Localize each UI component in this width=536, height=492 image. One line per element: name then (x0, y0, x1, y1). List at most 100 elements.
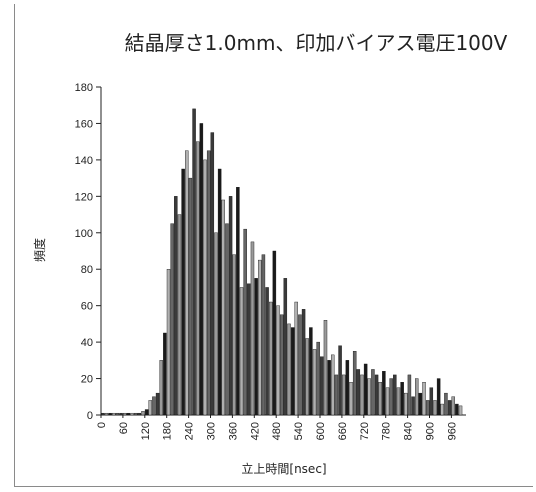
histogram-bar (338, 345, 342, 416)
x-tick-label: 780 (381, 422, 393, 440)
histogram-bar (185, 150, 189, 416)
histogram-bar (393, 374, 397, 416)
histogram-bar (305, 338, 309, 416)
histogram-bar (294, 301, 298, 416)
chart-frame (14, 4, 533, 487)
histogram-bar (195, 141, 200, 416)
histogram-bar (429, 387, 434, 416)
histogram-bar (115, 412, 120, 416)
x-tick-label: 600 (315, 422, 327, 440)
histogram-bar (400, 382, 404, 416)
histogram-bar (382, 371, 386, 416)
y-tick-label: 160 (75, 118, 93, 130)
histogram-bar (203, 159, 207, 416)
histogram-bar (422, 382, 426, 416)
x-tick-label: 240 (184, 422, 196, 440)
histogram-bar (451, 396, 455, 416)
histogram-bar (225, 223, 229, 416)
histogram-bar (385, 387, 390, 416)
histogram-bar (371, 369, 375, 416)
histogram-bar (239, 287, 244, 416)
histogram-bar (250, 241, 255, 416)
histogram-bar (283, 278, 288, 416)
y-tick-label: 100 (75, 228, 93, 240)
histogram-bar (141, 411, 145, 416)
histogram-bar (345, 360, 350, 416)
histogram-bar (159, 360, 163, 416)
histogram-bar (312, 349, 317, 416)
histogram-bar (236, 187, 240, 416)
histogram-bar (320, 356, 324, 416)
x-tick-label: 0 (96, 422, 108, 428)
y-tick-label: 40 (81, 337, 93, 349)
histogram-bar (232, 254, 236, 416)
histogram-bar (316, 341, 320, 416)
histogram-bar (272, 250, 277, 416)
histogram-bar (166, 269, 171, 416)
x-axis-ticks: 0 60 120 180 240 300 360 420 480 540 600 660 720 780 8… (96, 415, 458, 440)
y-tick-label: 20 (81, 374, 93, 386)
histogram-bar (119, 412, 123, 416)
histogram-bar (108, 412, 112, 416)
histogram-bar (436, 378, 441, 416)
histogram-bar (309, 327, 313, 416)
histogram-bar (210, 132, 215, 416)
y-tick-label: 140 (75, 155, 93, 167)
histogram-bars (101, 108, 463, 416)
histogram-bar (258, 259, 262, 416)
histogram-bar (163, 332, 167, 416)
y-axis-label: 頻度 (32, 238, 47, 262)
histogram-bar (181, 168, 185, 416)
histogram-bar (133, 412, 138, 416)
y-tick-label: 180 (75, 82, 93, 94)
histogram-bar (221, 199, 225, 416)
histogram-bar (349, 382, 353, 416)
histogram-bar (177, 214, 182, 416)
histogram-bar (356, 369, 361, 416)
x-tick-label: 480 (271, 422, 283, 440)
histogram-bar (148, 400, 152, 416)
histogram-bar (425, 400, 430, 416)
x-tick-label: 720 (359, 422, 371, 440)
histogram-bar (327, 360, 331, 416)
histogram-bar (367, 378, 371, 416)
histogram-bar (458, 405, 463, 416)
histogram-bar (331, 354, 335, 416)
histogram-bar (174, 196, 178, 416)
histogram-bar (279, 314, 284, 416)
histogram-bar (411, 396, 415, 416)
histogram-bar (192, 108, 196, 416)
histogram-bar (396, 387, 401, 416)
x-tick-label: 540 (293, 422, 305, 440)
chart-title: 結晶厚さ1.0mm、印加バイアス電圧100V (125, 31, 508, 55)
histogram-bar (188, 177, 193, 416)
y-tick-label: 80 (81, 264, 93, 276)
histogram-bar (217, 168, 222, 416)
histogram-bar (254, 278, 258, 416)
histogram-bar (374, 374, 379, 416)
histogram-bar (378, 382, 382, 416)
histogram-bar (155, 392, 160, 416)
histogram-bar (415, 378, 419, 416)
histogram-bar (360, 374, 364, 416)
histogram-bar (101, 412, 105, 416)
histogram-bar (206, 150, 211, 416)
histogram-bar (323, 320, 328, 416)
x-axis-label: 立上時間[nsec] (241, 461, 326, 476)
histogram-bar (228, 196, 233, 416)
histogram-bar (433, 400, 437, 416)
histogram-bar (276, 305, 280, 416)
histogram-bar (287, 323, 291, 416)
histogram-bar (418, 392, 423, 416)
x-tick-label: 840 (403, 422, 415, 440)
x-tick-label: 180 (162, 422, 174, 440)
x-tick-label: 900 (425, 422, 437, 440)
y-axis-ticks: 0 20 40 60 80 100 120 140 160 180 (75, 82, 101, 422)
histogram-bar (455, 403, 459, 416)
histogram-bar (363, 363, 368, 416)
histogram-bar (104, 412, 109, 416)
histogram-bar (243, 228, 247, 416)
histogram-bar (404, 392, 408, 416)
histogram-bar (342, 374, 346, 416)
histogram-bar (247, 283, 251, 416)
